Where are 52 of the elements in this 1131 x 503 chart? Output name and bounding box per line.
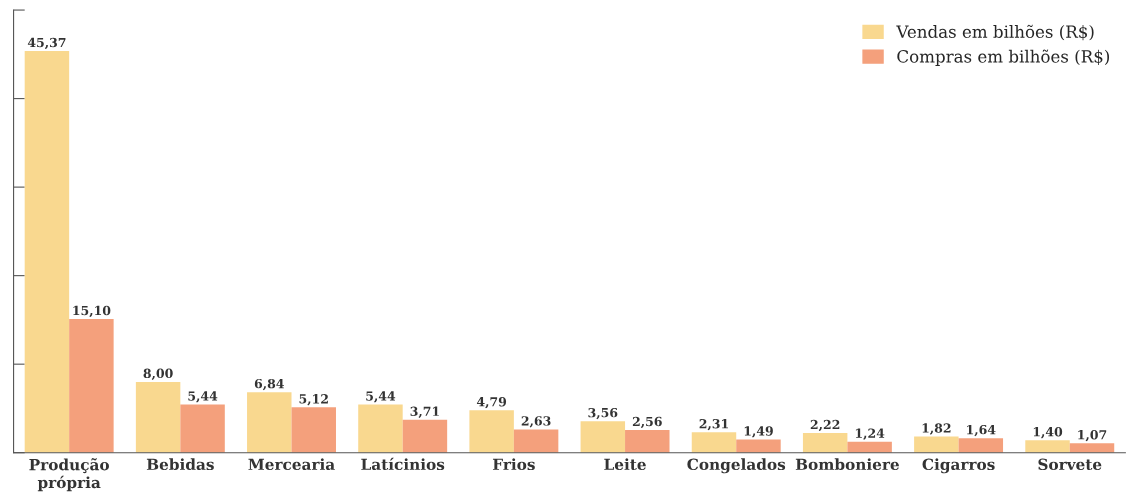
bar [1025,440,1070,453]
bar [402,419,448,453]
x-tick-label: Congelados [687,458,786,474]
data-label: 1,82 [922,423,951,435]
data-label: 1,07 [1078,429,1107,442]
x-tick-label: Latícinios [361,457,445,471]
bar [247,392,292,453]
data-label: 2,22 [810,419,840,432]
x-tick-label: Bebidas [146,458,214,471]
bar [847,441,892,453]
bar [358,404,403,453]
x-tick-label: Produção própria [29,458,109,492]
data-label: 3,71 [410,406,439,418]
data-label: 2,31 [699,418,728,431]
data-label: 5,12 [299,394,328,406]
bar [958,438,1004,453]
bar [736,439,781,453]
x-tick-label: Leite [604,458,646,471]
bar [691,432,737,453]
x-tick-label: Frios [492,458,535,471]
data-label: 6,84 [254,378,284,391]
x-tick-label: Sorvete [1038,458,1102,471]
bar [625,430,670,453]
data-label: 1,40 [1033,427,1063,439]
legend-label: Vendas em bilhões (R$) [896,24,1094,41]
data-label: 1,49 [744,426,773,438]
bar [1069,443,1115,453]
bar [914,436,959,453]
data-label: 3,56 [588,407,618,420]
bar [291,407,336,453]
data-label: 1,64 [967,424,996,437]
data-label: 2,63 [521,416,551,428]
bar [69,319,114,453]
data-label: 45,37 [27,37,66,50]
data-label: 8,00 [143,368,173,380]
data-label: 5,44 [188,391,218,403]
bar [180,404,225,453]
data-label: 1,24 [855,428,885,440]
bar [580,421,626,453]
data-label: 15,10 [73,305,111,318]
x-tick-label: Mercearia [248,458,335,471]
bar [802,433,848,453]
bar [24,51,70,453]
data-label: 4,79 [476,397,507,409]
x-tick-label: Bomboniere [795,458,899,471]
x-tick-label: Cigarros [922,458,995,474]
bar [513,429,559,453]
data-label: 5,44 [366,391,396,403]
bar [469,410,514,453]
data-label: 2,56 [632,416,662,429]
legend-label: Compras em bilhões (R$) [897,49,1110,66]
bar [135,381,181,453]
